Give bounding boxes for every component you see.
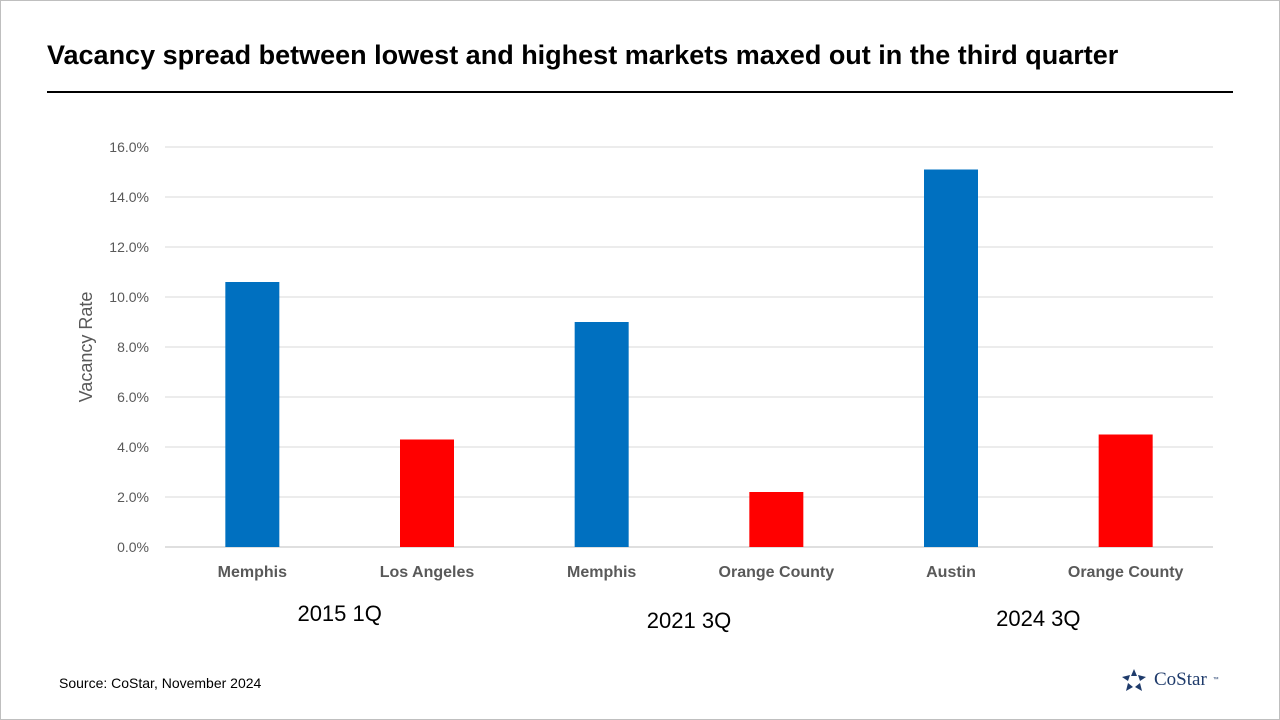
gridlines <box>165 146 1213 548</box>
y-tick-label: 16.0% <box>109 139 149 155</box>
bar-memphis <box>225 282 280 547</box>
y-tick-label: 8.0% <box>117 339 149 355</box>
bar-los-angeles <box>400 439 454 547</box>
x-category-label: Los Angeles <box>380 564 475 581</box>
y-tick-label: 12.0% <box>109 239 149 255</box>
y-tick-label: 0.0% <box>117 539 149 555</box>
bar-orange-county <box>749 492 804 547</box>
y-tick-label: 10.0% <box>109 289 149 305</box>
period-label: 2021 3Q <box>646 608 732 633</box>
costar-star-icon <box>1122 669 1146 691</box>
x-axis-categories: Memphis Los Angeles Memphis Orange County Au… <box>218 564 1184 581</box>
y-axis-ticks: 0.0% 2.0% 4.0% 6.0% 8.0% 10.0% 12.0% 14.0% 16.0% <box>109 139 149 555</box>
x-category-label: Austin <box>926 564 976 581</box>
logo-text: CoStar <box>1154 669 1207 690</box>
y-tick-label: 4.0% <box>117 439 149 455</box>
y-tick-label: 6.0% <box>117 389 149 405</box>
period-label: 2024 3Q <box>996 606 1081 631</box>
bar-orange-county <box>1098 434 1153 547</box>
y-tick-label: 2.0% <box>117 489 149 505</box>
bar-memphis <box>574 322 629 547</box>
x-category-label: Orange County <box>1068 564 1184 581</box>
source-note: Source: CoStar, November 2024 <box>59 675 262 691</box>
costar-logo: CoStar ™ <box>1120 668 1219 692</box>
bars <box>225 169 1153 547</box>
logo-trademark: ™ <box>1212 677 1219 683</box>
title-divider <box>47 91 1233 93</box>
chart-title: Vacancy spread between lowest and highes… <box>47 40 1119 70</box>
y-tick-label: 14.0% <box>109 189 149 205</box>
x-category-label: Memphis <box>218 564 287 581</box>
x-category-label: Memphis <box>567 564 636 581</box>
x-category-label: Orange County <box>719 564 835 581</box>
y-axis-label: Vacancy Rate <box>76 292 96 403</box>
period-label: 2015 1Q <box>297 601 382 626</box>
bar-austin <box>924 169 978 547</box>
